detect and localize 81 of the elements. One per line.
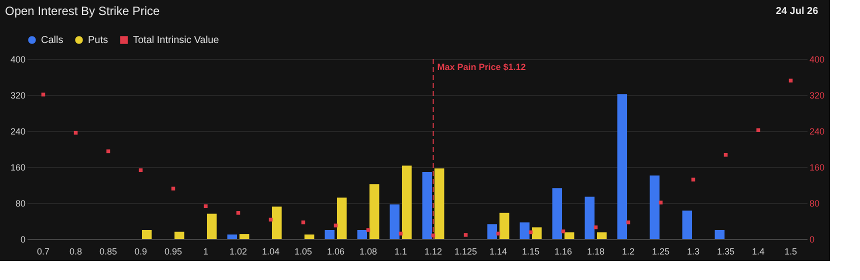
point bbox=[658, 200, 663, 204]
x-tick-label: 1.08 bbox=[359, 246, 378, 256]
bar bbox=[402, 166, 412, 239]
x-tick-label: 1.16 bbox=[554, 246, 572, 256]
x-tick-label: 1.04 bbox=[262, 246, 280, 256]
bar bbox=[552, 188, 562, 239]
x-tick-label: 1.02 bbox=[229, 246, 248, 256]
y2-tick-label: 240 bbox=[810, 126, 825, 136]
text: 24 Jul 26 bbox=[776, 6, 819, 17]
x-tick-label: 1.06 bbox=[326, 246, 345, 256]
bar bbox=[324, 230, 335, 239]
x-tick-label: 1.15 bbox=[522, 246, 540, 256]
bar bbox=[336, 198, 347, 239]
y2-tick-label: 0 bbox=[810, 234, 815, 244]
x-tick-label: 1.5 bbox=[784, 246, 798, 256]
bar bbox=[682, 210, 692, 239]
bar bbox=[304, 234, 314, 239]
chart-title: Open Interest By Strike Price bbox=[5, 4, 160, 18]
bar bbox=[357, 230, 368, 239]
point bbox=[788, 78, 793, 82]
point bbox=[496, 232, 500, 236]
y-tick-label: 80 bbox=[15, 198, 26, 208]
y2-tick-label: 400 bbox=[810, 54, 825, 64]
legend-label: Total Intrinsic Value bbox=[133, 35, 220, 46]
bar bbox=[650, 176, 660, 239]
x-tick-label: 0.85 bbox=[99, 246, 118, 256]
x-tick-label: 1.25 bbox=[652, 246, 670, 256]
bar bbox=[617, 94, 628, 239]
x-tick-label: 1.18 bbox=[586, 246, 605, 256]
legend-label: Calls bbox=[41, 35, 64, 46]
x-tick-label: 0.7 bbox=[36, 246, 50, 256]
bar bbox=[369, 184, 380, 239]
y2-tick-label: 320 bbox=[810, 90, 825, 100]
point bbox=[756, 128, 760, 132]
bar bbox=[564, 232, 574, 239]
x-tick-label: 1.05 bbox=[294, 246, 312, 256]
point bbox=[171, 186, 176, 190]
x-tick-label: 1.125 bbox=[454, 246, 478, 256]
point bbox=[464, 233, 468, 237]
y2-tick-label: 80 bbox=[810, 198, 820, 208]
x-tick-label: 1.4 bbox=[752, 246, 765, 256]
x-tick-label: 1.1 bbox=[394, 246, 408, 256]
y-tick-label: 0 bbox=[20, 234, 26, 244]
bar bbox=[390, 204, 400, 239]
bar bbox=[422, 172, 432, 239]
x-tick-label: 0.95 bbox=[164, 246, 182, 256]
x-tick-label: 0.8 bbox=[69, 246, 82, 256]
point bbox=[398, 232, 403, 236]
x-tick-label: 1.14 bbox=[489, 246, 508, 256]
bar bbox=[487, 224, 498, 239]
point bbox=[334, 224, 338, 228]
x-tick-label: 1.3 bbox=[686, 246, 700, 256]
bar bbox=[239, 234, 250, 239]
point bbox=[691, 178, 696, 182]
legend-label: Puts bbox=[88, 35, 108, 46]
bar bbox=[584, 196, 595, 239]
bar bbox=[499, 212, 510, 239]
bar bbox=[714, 230, 725, 239]
bar bbox=[434, 168, 444, 239]
y2-tick-label: 160 bbox=[810, 162, 825, 172]
bar bbox=[142, 230, 152, 239]
x-tick-label: 0.9 bbox=[134, 246, 148, 256]
bar bbox=[272, 206, 282, 239]
bar bbox=[596, 232, 607, 239]
x-tick-label: 1 bbox=[203, 246, 208, 256]
bar bbox=[520, 222, 530, 239]
y-tick-label: 240 bbox=[10, 126, 26, 136]
y-tick-label: 400 bbox=[10, 54, 26, 64]
x-tick-label: 1.12 bbox=[424, 246, 442, 256]
x-tick-label: 1.2 bbox=[622, 246, 635, 256]
y-tick-label: 160 bbox=[10, 162, 26, 172]
bar bbox=[206, 214, 217, 239]
point bbox=[236, 211, 240, 215]
x-tick-label: 1.35 bbox=[716, 246, 735, 256]
y-tick-label: 320 bbox=[10, 90, 26, 100]
ref-line-label: Max Pain Price $1.12 bbox=[437, 62, 526, 72]
point bbox=[366, 228, 370, 232]
point bbox=[41, 92, 46, 96]
bar bbox=[227, 234, 238, 239]
bar bbox=[532, 227, 542, 239]
bar bbox=[174, 232, 184, 239]
